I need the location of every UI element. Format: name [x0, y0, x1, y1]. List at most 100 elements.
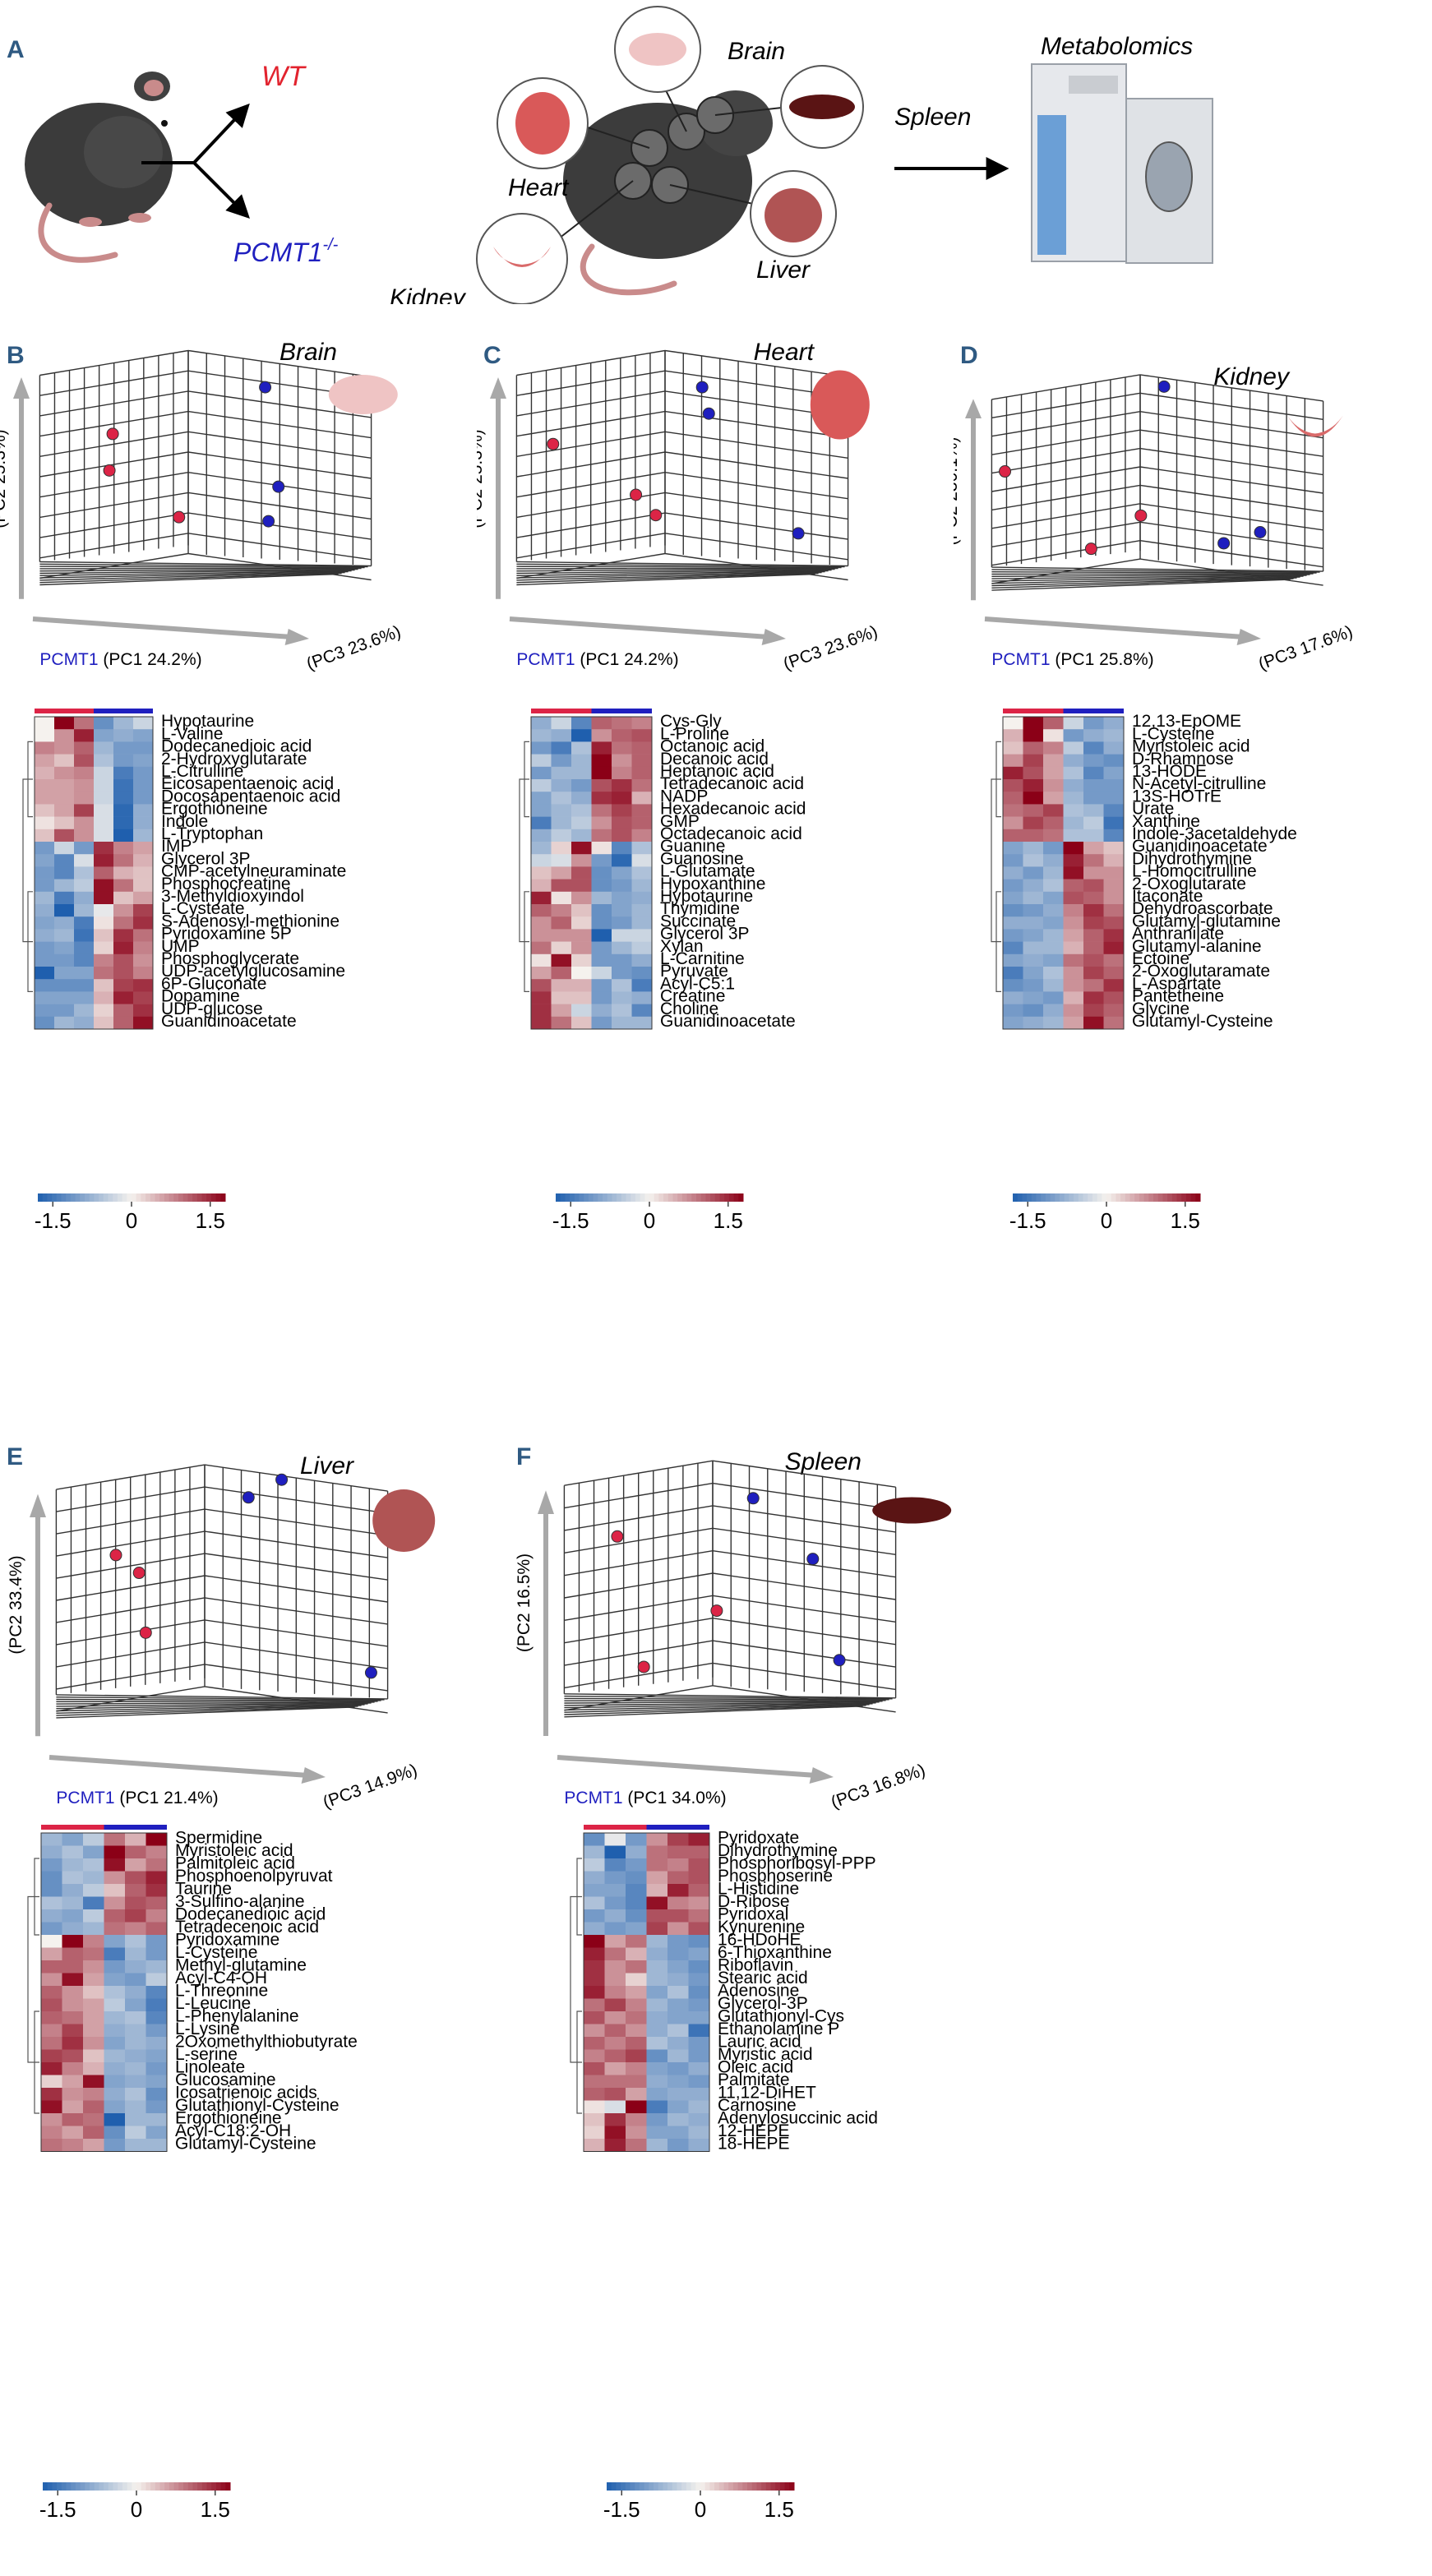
heatmap-row-label: L-serine: [175, 2045, 238, 2064]
heatmap-cell: [94, 866, 114, 879]
colorbar-segment: [677, 2482, 682, 2491]
heatmap-row-label: Guanidinoacetate: [1132, 837, 1268, 856]
organ-title: Heart: [754, 339, 815, 366]
heatmap-cell: [1023, 1016, 1044, 1030]
colorbar-segment: [658, 1193, 664, 1202]
pca-grid-line: [564, 1693, 896, 1699]
colorbar-segment: [672, 2482, 677, 2491]
pca-grid: [515, 349, 849, 586]
colorbar-segment: [1181, 1193, 1187, 1202]
heatmap-cell: [83, 1884, 104, 1897]
heatmap-cell: [1103, 754, 1125, 768]
heatmap-cell: [667, 1947, 689, 1961]
heatmap-cell: [104, 1960, 126, 1974]
pc2-axis-arrowhead: [13, 377, 30, 399]
heatmap-cell: [1083, 717, 1104, 730]
heatmap-cell: [631, 766, 653, 780]
pca-grid-line: [1139, 539, 1323, 568]
panel-letter: C: [483, 342, 501, 369]
heatmap-cell: [113, 979, 134, 992]
pca-grid-line: [56, 1705, 362, 1714]
heatmap-cell: [125, 2088, 146, 2101]
heatmap-cell: [591, 829, 612, 843]
group-bar-wt: [62, 1825, 83, 1830]
colorbar-segment: [1027, 1193, 1032, 1202]
heatmap-cell: [1103, 792, 1125, 805]
heatmap-cell: [125, 2075, 146, 2089]
pc1-axis-value: (PC1 21.4%): [115, 1789, 219, 1807]
heatmap-cell: [1083, 754, 1104, 768]
heatmap-cell: [688, 1960, 710, 1974]
heatmap-cell: [571, 804, 592, 817]
pca-grid: [991, 374, 1324, 591]
heatmap-row-label: Phosphoglycerate: [161, 949, 299, 968]
colorbar-segment: [164, 2482, 170, 2491]
pca-grid-line: [187, 512, 372, 540]
heatmap-cell: [584, 2139, 605, 2152]
heatmap-cell: [1103, 879, 1125, 893]
pca-grid-line: [564, 1705, 866, 1715]
heatmap-row-label: L-Glutamate: [660, 862, 755, 881]
heatmap-cell: [104, 1896, 126, 1910]
heatmap-row-label: Glucosamine: [175, 2070, 276, 2089]
heatmap-cell: [74, 929, 95, 942]
heatmap-cell: [551, 741, 572, 755]
heatmap-cell: [1063, 941, 1084, 955]
colorbar-segment: [1013, 1193, 1019, 1202]
colorbar-tick-label: 1.5: [765, 2497, 794, 2522]
pca-grid-line: [516, 472, 666, 498]
heatmap-cell: [584, 1871, 605, 1885]
heatmap-cell: [94, 804, 114, 817]
heatmap-cell: [571, 866, 592, 879]
heatmap-row-label: Myristoleic acid: [175, 1841, 293, 1860]
heatmap-cell: [54, 916, 75, 930]
colorbar-segment: [197, 2482, 203, 2491]
heatmap-cell: [551, 854, 572, 867]
heatmap-cell: [584, 1986, 605, 1999]
heatmap-cell: [1023, 829, 1044, 843]
heatmap-cell: [1003, 842, 1023, 855]
pc1-axis-value: (PC1 24.2%): [575, 650, 679, 669]
heatmap-cell: [531, 991, 552, 1004]
heatmap-cell: [612, 766, 632, 780]
heatmap-cell: [584, 1935, 605, 1948]
heatmap-cell: [83, 2037, 104, 2050]
heatmap-cell: [631, 941, 653, 955]
heatmap-cell: [125, 2037, 146, 2050]
heatmap-cell: [667, 2100, 689, 2114]
colorbar-segment: [1116, 1193, 1121, 1202]
heatmap-cell: [54, 879, 75, 893]
heatmap-cell: [571, 729, 592, 742]
colorbar-segment: [570, 1193, 575, 1202]
heatmap-cell: [1063, 979, 1084, 992]
colorbar-segment: [644, 1193, 650, 1202]
heatmap-cell: [1023, 729, 1044, 742]
heatmap-cell: [646, 1973, 668, 1987]
wt-label: WT: [261, 61, 307, 92]
colorbar-segment: [155, 2482, 160, 2491]
group-bar-wt: [571, 709, 592, 713]
heatmap-row-label: 6-Thioxanthine: [718, 1943, 832, 1962]
heatmap-cell: [571, 979, 592, 992]
heatmap-cell: [54, 779, 75, 792]
heatmap-row-label: 11,12-DiHET: [718, 2083, 816, 2102]
heatmap-row-label: Adenosine: [718, 1981, 799, 2000]
heatmap-cell: [94, 741, 114, 755]
colorbar-segment: [686, 1193, 692, 1202]
heatmap-cell: [1003, 891, 1023, 905]
group-bar-ko: [133, 709, 153, 713]
heatmap-cell: [133, 816, 154, 830]
heatmap-cell: [74, 854, 95, 867]
pca-grid: [39, 349, 372, 586]
heatmap-cell: [612, 741, 632, 755]
colorbar-segment: [635, 1193, 641, 1202]
colorbar-segment: [728, 1193, 735, 1202]
heatmap-cell: [104, 2113, 126, 2126]
heatmap-cell: [612, 842, 632, 855]
heatmap-row-label: Ethanolamine P: [718, 2020, 839, 2038]
heatmap-row-label: L-Cysteate: [161, 899, 245, 918]
heatmap-row-label: S-Adenosyl-methionine: [161, 912, 340, 930]
colorbar-segment: [113, 2482, 118, 2491]
heatmap-cell: [551, 829, 572, 843]
heatmap-cell: [688, 2075, 710, 2089]
